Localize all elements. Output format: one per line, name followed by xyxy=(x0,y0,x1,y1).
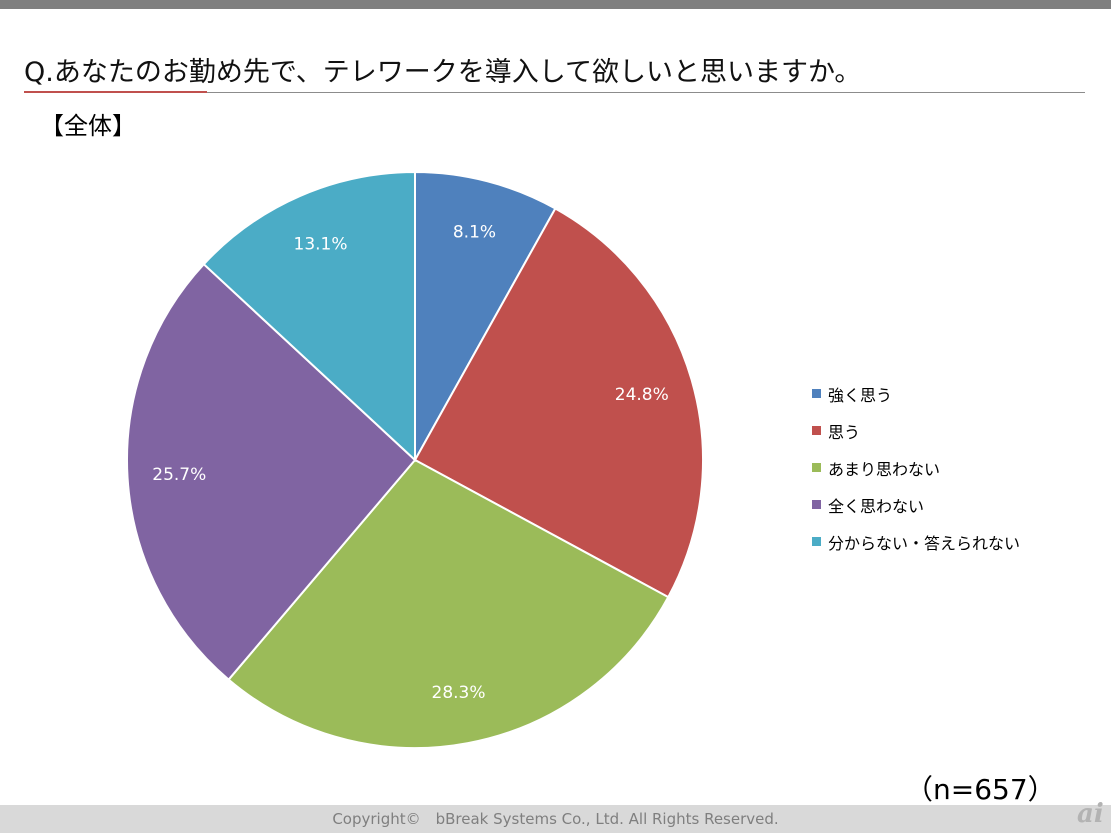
chart-subtitle: 【全体】 xyxy=(40,112,136,140)
pie-slice-1 xyxy=(414,170,557,464)
pie-slice-5 xyxy=(202,170,416,463)
pie-slice-2 xyxy=(413,207,704,599)
legend-swatch-4 xyxy=(812,500,821,509)
sample-size-label: （n=657） xyxy=(905,773,1056,806)
copyright-footer: Copyright© bBreak Systems Co., Ltd. All … xyxy=(0,805,1111,833)
pie-slice-label-1: 8.1% xyxy=(453,222,496,242)
legend-label-2: 思う xyxy=(828,422,861,442)
pie-slice-label-3: 28.3% xyxy=(432,683,486,703)
legend-item-2: 思う xyxy=(812,412,1020,449)
pie-slice-label-4: 25.7% xyxy=(152,465,206,485)
pie-slice-4 xyxy=(126,262,417,681)
title-underline xyxy=(24,92,1085,93)
legend-swatch-1 xyxy=(812,389,821,398)
legend-item-3: あまり思わない xyxy=(812,449,1020,486)
chart-legend: 強く思う思うあまり思わない 全く思わない分からない・答えられない xyxy=(812,375,1020,560)
legend-swatch-5 xyxy=(812,537,821,546)
pie-slice-3 xyxy=(227,458,670,749)
legend-item-1: 強く思う xyxy=(812,375,1020,412)
legend-item-4: 全く思わない xyxy=(812,486,1020,523)
legend-item-5: 分からない・答えられない xyxy=(812,523,1020,560)
ai-logo: ai xyxy=(1077,799,1104,829)
legend-swatch-3 xyxy=(812,463,821,472)
legend-label-3: あまり思わない xyxy=(828,459,941,479)
title-underline-accent xyxy=(24,91,207,93)
pie-slice-label-2: 24.8% xyxy=(615,385,669,405)
legend-label-4: 全く思わない xyxy=(828,496,925,516)
legend-label-1: 強く思う xyxy=(828,385,893,405)
legend-swatch-2 xyxy=(812,426,821,435)
top-bar xyxy=(0,0,1111,9)
legend-label-5: 分からない・答えられない xyxy=(828,533,1021,553)
page-title: Q.あなたのお勤め先で、テレワークを導入して欲しいと思いますか。 xyxy=(24,57,862,88)
pie-slice-label-5: 13.1% xyxy=(294,235,348,255)
